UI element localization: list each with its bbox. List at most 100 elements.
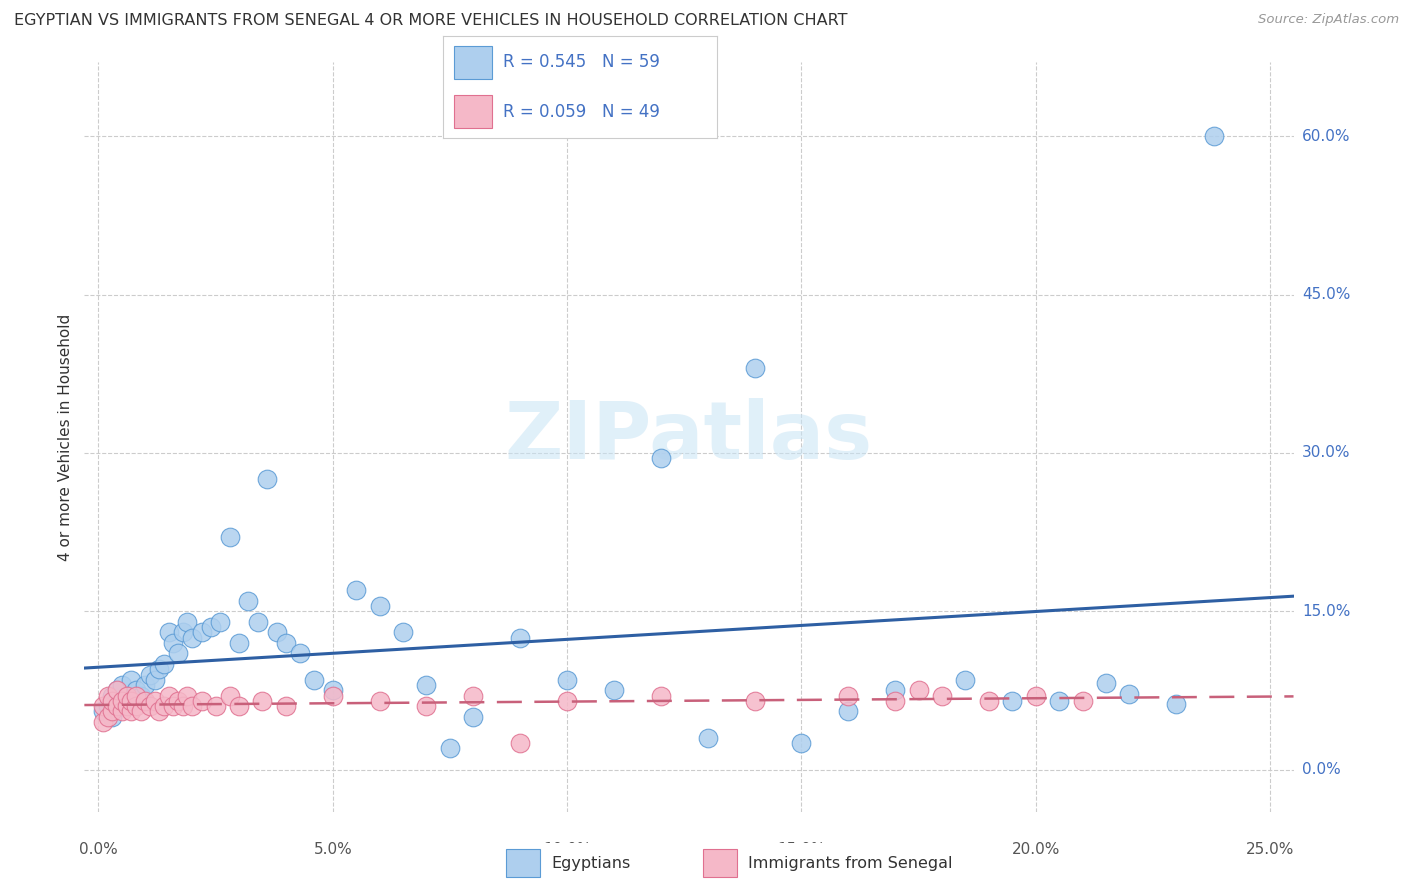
Point [91, 705, 114, 719]
Text: 10.0%: 10.0% [543, 842, 592, 857]
Point [884, 683, 907, 698]
Point [97, 710, 120, 724]
Point [125, 699, 148, 714]
Text: 0.0%: 0.0% [79, 842, 118, 857]
Point [134, 694, 156, 708]
Point [907, 683, 929, 698]
Point [172, 699, 194, 714]
Text: ZIPatlas: ZIPatlas [505, 398, 873, 476]
Point [101, 689, 124, 703]
Point [101, 710, 124, 724]
Point [246, 615, 269, 629]
Point [111, 678, 134, 692]
Point [176, 689, 198, 703]
Point [139, 667, 162, 681]
Point [509, 736, 531, 750]
Point [266, 625, 288, 640]
Point [1166, 697, 1188, 711]
Point [134, 678, 156, 692]
Point [288, 647, 311, 661]
Bar [454, 95, 492, 128]
Point [392, 625, 415, 640]
Point [1095, 676, 1118, 690]
Point [790, 736, 813, 750]
Point [157, 625, 180, 640]
Point [509, 631, 531, 645]
Text: 15.0%: 15.0% [778, 842, 825, 857]
Point [105, 683, 128, 698]
Point [650, 451, 672, 466]
Point [1047, 694, 1070, 708]
Point [105, 694, 128, 708]
Point [463, 710, 485, 724]
Point [181, 699, 204, 714]
Point [162, 636, 184, 650]
Bar [506, 849, 540, 877]
Point [148, 662, 170, 676]
Point [238, 593, 260, 607]
Point [167, 647, 190, 661]
Point [837, 689, 859, 703]
Point [1025, 689, 1047, 703]
Y-axis label: 4 or more Vehicles in Household: 4 or more Vehicles in Household [58, 313, 73, 561]
Point [368, 599, 391, 613]
Point [1202, 129, 1225, 144]
Point [555, 694, 578, 708]
Point [153, 699, 176, 714]
Point [1071, 694, 1094, 708]
Point [120, 673, 142, 687]
Point [111, 699, 134, 714]
Text: 60.0%: 60.0% [1302, 128, 1350, 144]
Point [111, 694, 134, 708]
Point [91, 714, 114, 729]
Point [955, 673, 977, 687]
Point [153, 657, 176, 671]
Point [190, 694, 212, 708]
Point [157, 689, 180, 703]
Text: R = 0.059   N = 49: R = 0.059 N = 49 [503, 103, 659, 120]
Point [167, 694, 190, 708]
Point [837, 705, 859, 719]
Point [97, 699, 120, 714]
Point [115, 689, 138, 703]
Point [176, 615, 198, 629]
Bar [454, 45, 492, 78]
Point [101, 705, 124, 719]
Point [105, 699, 128, 714]
Point [120, 694, 142, 708]
Point [111, 705, 134, 719]
Point [252, 694, 274, 708]
Point [650, 689, 672, 703]
Point [105, 683, 128, 698]
Point [1118, 686, 1140, 700]
Point [143, 673, 166, 687]
Point [162, 699, 184, 714]
Point [125, 683, 148, 698]
Point [115, 699, 138, 714]
Text: 15.0%: 15.0% [1302, 604, 1350, 619]
Point [148, 705, 170, 719]
Point [744, 361, 766, 376]
Point [415, 678, 437, 692]
Point [977, 694, 1000, 708]
Point [274, 699, 297, 714]
Point [555, 673, 578, 687]
Point [415, 699, 437, 714]
Point [120, 694, 142, 708]
Point [322, 689, 344, 703]
Text: 20.0%: 20.0% [1011, 842, 1060, 857]
Point [439, 741, 461, 756]
Point [884, 694, 907, 708]
Point [463, 689, 485, 703]
Point [200, 620, 222, 634]
Point [181, 631, 204, 645]
Text: Immigrants from Senegal: Immigrants from Senegal [748, 855, 952, 871]
Point [129, 689, 152, 703]
Point [344, 583, 367, 598]
Text: 5.0%: 5.0% [314, 842, 352, 857]
Text: 30.0%: 30.0% [1302, 445, 1350, 460]
Text: EGYPTIAN VS IMMIGRANTS FROM SENEGAL 4 OR MORE VEHICLES IN HOUSEHOLD CORRELATION : EGYPTIAN VS IMMIGRANTS FROM SENEGAL 4 OR… [14, 13, 848, 29]
Text: 0.0%: 0.0% [1302, 762, 1340, 777]
Point [368, 694, 391, 708]
Point [744, 694, 766, 708]
